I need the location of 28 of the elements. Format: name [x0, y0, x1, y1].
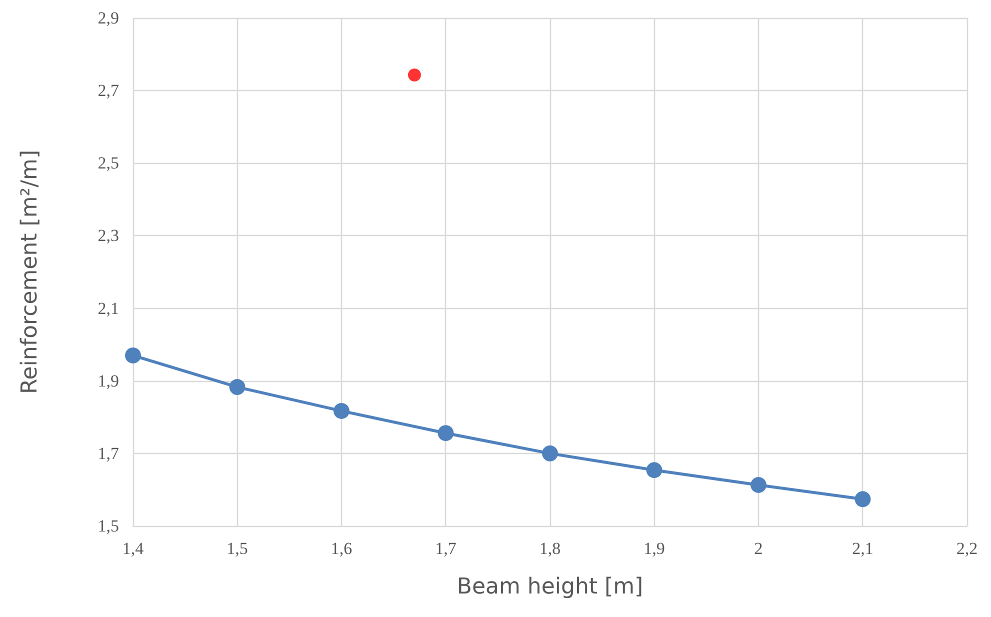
point: [125, 347, 141, 364]
x-tick-label: 1,4: [122, 539, 144, 558]
x-tick-label: 2,1: [852, 539, 874, 558]
y-tick-label: 1,9: [98, 371, 119, 390]
y-axis-title: Reinforcement [m²/m]: [18, 150, 42, 394]
y-tick-label: 2,5: [98, 154, 119, 173]
y-tick-label: 2,9: [98, 8, 119, 28]
x-tick-label: 1,5: [226, 539, 248, 558]
y-tick-label: 1,5: [98, 516, 119, 536]
x-tick-label: 1,9: [644, 539, 665, 558]
point: [408, 68, 421, 82]
point: [229, 379, 246, 396]
point: [438, 425, 454, 442]
x-tick-label: 2: [754, 539, 763, 558]
point: [750, 477, 766, 493]
point: [334, 402, 350, 419]
x-tick-label: 2,2: [956, 539, 978, 558]
y-tick-label: 1,7: [98, 444, 120, 463]
y-tick-label: 2,7: [98, 81, 120, 100]
point: [854, 491, 871, 508]
x-tick-label: 1,6: [330, 539, 352, 558]
y-tick-label: 2,1: [98, 298, 119, 318]
x-axis-title: Beam height [m]: [456, 574, 644, 600]
point: [646, 462, 662, 478]
x-tick-label: 1,8: [539, 539, 561, 558]
point: [542, 445, 558, 462]
x-tick-label: 1,7: [435, 539, 457, 558]
y-tick-label: 2,3: [98, 226, 119, 246]
